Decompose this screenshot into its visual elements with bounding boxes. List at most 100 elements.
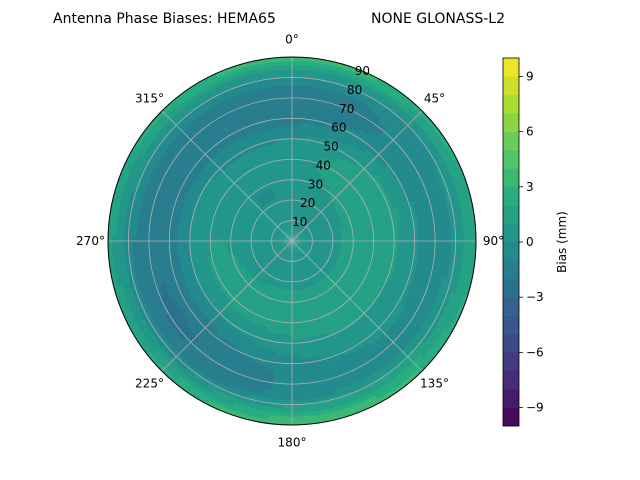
- field-cell: [404, 268, 412, 280]
- field-cell: [205, 243, 211, 251]
- field-cell: [295, 187, 300, 193]
- field-cell: [294, 233, 298, 238]
- field-cell: [283, 347, 293, 352]
- field-cell: [291, 326, 299, 332]
- field-cell: [331, 378, 345, 388]
- field-cell: [151, 162, 162, 176]
- field-cell: [274, 122, 285, 128]
- field-cell: [409, 180, 418, 193]
- field-cell: [265, 251, 271, 256]
- field-cell: [408, 269, 416, 282]
- field-cell: [199, 88, 215, 100]
- field-cell: [391, 371, 407, 385]
- field-cell: [251, 100, 265, 108]
- field-cell: [254, 362, 267, 370]
- field-cell: [296, 252, 299, 257]
- field-cell: [326, 68, 342, 77]
- field-cell: [257, 82, 272, 90]
- field-cell: [246, 136, 257, 145]
- field-cell: [294, 228, 297, 234]
- field-cell: [162, 189, 172, 202]
- field-cell: [416, 281, 425, 295]
- field-cell: [420, 331, 432, 346]
- field-cell: [279, 271, 284, 277]
- field-cell: [296, 171, 303, 177]
- field-cell: [168, 200, 176, 213]
- field-cell: [458, 295, 468, 312]
- field-cell: [271, 244, 277, 248]
- field-cell: [278, 146, 287, 153]
- field-cell: [210, 388, 225, 399]
- field-cell: [199, 108, 213, 120]
- field-cell: [159, 187, 168, 201]
- field-cell: [352, 242, 358, 249]
- field-cell: [208, 368, 222, 380]
- field-cell: [241, 371, 255, 380]
- field-cell: [423, 195, 432, 209]
- field-cell: [328, 106, 341, 115]
- field-cell: [300, 300, 307, 307]
- azimuth-label: 90°: [483, 234, 504, 248]
- colorbar-tick-label: −9: [526, 401, 544, 415]
- field-cell: [284, 236, 289, 240]
- field-cell: [447, 147, 459, 164]
- field-cell: [256, 78, 271, 86]
- field-cell: [126, 199, 134, 214]
- field-cell: [198, 269, 206, 279]
- field-cell: [110, 271, 118, 287]
- field-cell: [418, 207, 426, 220]
- field-cell: [282, 196, 287, 202]
- field-cell: [400, 220, 407, 231]
- field-cell: [279, 243, 285, 246]
- field-cell: [431, 275, 440, 289]
- field-cell: [285, 150, 293, 156]
- field-cell: [423, 333, 436, 348]
- field-cell: [324, 236, 330, 241]
- field-cell: [329, 102, 343, 111]
- field-cell: [185, 243, 191, 253]
- field-cell: [272, 268, 277, 274]
- field-cell: [166, 349, 180, 363]
- field-cell: [302, 205, 308, 212]
- field-cell: [283, 134, 293, 140]
- field-cell: [331, 94, 345, 104]
- field-cell: [181, 228, 187, 239]
- field-cell: [438, 301, 449, 316]
- field-cell: [411, 168, 422, 181]
- field-cell: [202, 249, 208, 258]
- field-cell: [287, 241, 292, 243]
- field-cell: [299, 242, 305, 245]
- field-cell: [281, 233, 286, 237]
- field-cell: [116, 295, 126, 312]
- field-cell: [286, 306, 293, 311]
- field-cell: [111, 245, 118, 262]
- field-cell: [323, 84, 338, 92]
- field-cell: [169, 287, 179, 300]
- field-cell: [144, 158, 155, 173]
- field-cell: [275, 126, 286, 132]
- field-cell: [292, 244, 295, 250]
- field-cell: [284, 243, 289, 247]
- field-cell: [150, 295, 161, 309]
- field-cell: [261, 251, 267, 256]
- field-cell: [163, 352, 177, 366]
- field-cell: [423, 295, 434, 309]
- field-cell: [222, 247, 228, 254]
- field-cell: [303, 151, 312, 158]
- field-cell: [320, 237, 326, 241]
- field-cell: [288, 220, 291, 225]
- field-cell: [289, 253, 292, 258]
- field-cell: [178, 275, 187, 287]
- field-cell: [431, 193, 440, 207]
- field-cell: [291, 126, 301, 131]
- field-cell: [355, 381, 370, 392]
- field-cell: [301, 163, 309, 170]
- field-cell: [319, 374, 333, 382]
- field-cell: [295, 236, 300, 240]
- field-cell: [244, 110, 257, 119]
- field-cell: [192, 264, 199, 274]
- field-cell: [458, 170, 468, 187]
- field-cell: [248, 386, 262, 394]
- field-cell: [291, 310, 298, 316]
- field-cell: [285, 158, 293, 164]
